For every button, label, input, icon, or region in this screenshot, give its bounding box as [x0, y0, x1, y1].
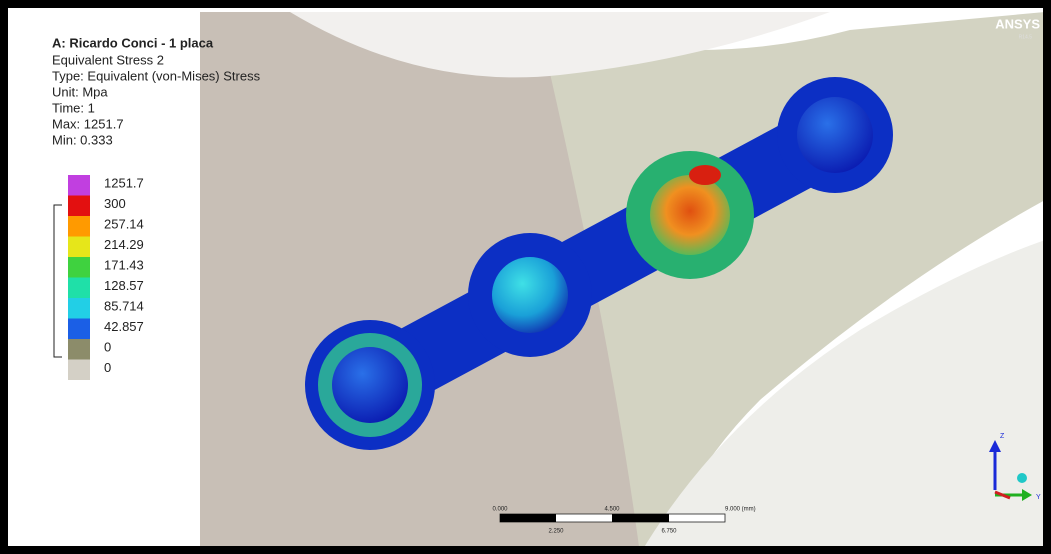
legend-swatch	[68, 319, 90, 340]
scale-label: 2.250	[548, 529, 564, 535]
legend-label: 171.43	[104, 257, 144, 272]
axis-z: Z	[1000, 433, 1005, 440]
scale-label: 6.750	[661, 529, 677, 535]
legend-label: 214.29	[104, 237, 144, 252]
legend-swatch	[68, 216, 90, 237]
legend-label: 85.714	[104, 298, 144, 313]
legend-swatch	[68, 196, 90, 217]
legend-label: 300	[104, 196, 126, 211]
info-line: Min: 0.333	[52, 132, 113, 147]
legend-swatch	[68, 237, 90, 258]
legend-label: 128.57	[104, 278, 144, 293]
info-line: Unit: Mpa	[52, 84, 108, 99]
viewport: A: Ricardo Conci - 1 placa Equivalent St…	[0, 0, 1051, 554]
legend-label: 42.857	[104, 319, 144, 334]
page: { "header": { "title": "A: Ricardo Conci…	[0, 0, 1051, 554]
legend-label: 1251.7	[104, 175, 144, 190]
info-line: Time: 1	[52, 100, 95, 115]
legend-swatch	[68, 257, 90, 278]
legend-swatch	[68, 339, 90, 360]
legend-swatch	[68, 298, 90, 319]
result-title: A: Ricardo Conci - 1 placa	[52, 35, 214, 50]
scale-bar	[500, 514, 725, 522]
legend-label: 0	[104, 360, 111, 375]
legend-swatch	[68, 175, 90, 196]
legend-swatch	[68, 278, 90, 299]
logo-version: R14.5	[1019, 34, 1033, 40]
legend-label: 257.14	[104, 216, 144, 231]
info-line: Max: 1251.7	[52, 116, 124, 131]
scale-label: 4.500	[604, 507, 620, 513]
info-line: Equivalent Stress 2	[52, 52, 164, 67]
scale-label: 9.000 (mm)	[725, 507, 756, 513]
legend-swatch	[68, 360, 90, 381]
logo: ANSYS	[995, 16, 1040, 31]
legend-label: 0	[104, 339, 111, 354]
info-line: Type: Equivalent (von-Mises) Stress	[52, 68, 261, 83]
axis-y: Y	[1036, 494, 1041, 501]
scale-label: 0.000	[492, 507, 508, 513]
